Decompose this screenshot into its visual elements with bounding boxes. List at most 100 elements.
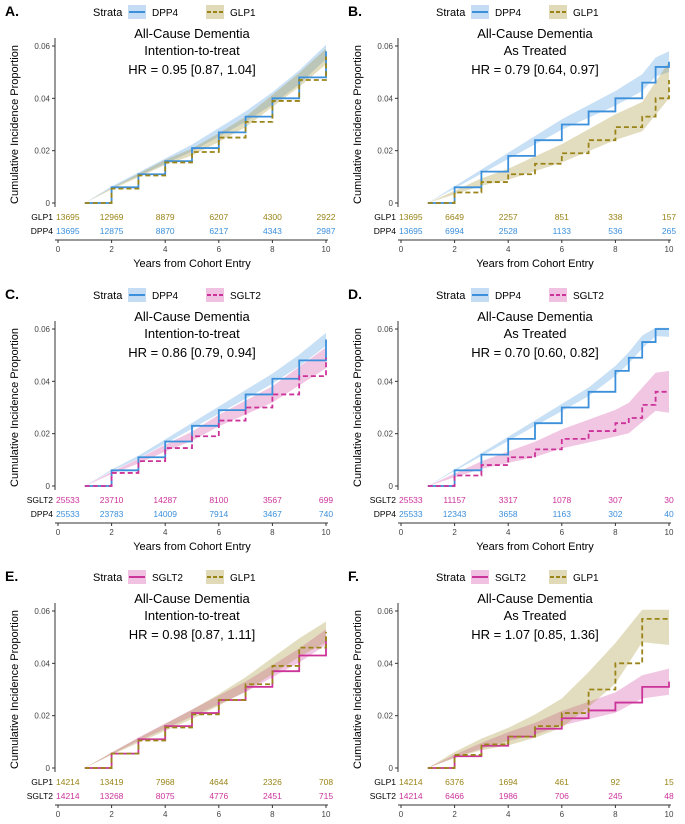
risk-count: 6217 — [209, 226, 228, 236]
y-tick-label: 0 — [46, 199, 51, 208]
risk-count: 13695 — [399, 226, 423, 236]
series-line-glp1 — [427, 617, 669, 769]
legend-title: Strata — [436, 572, 466, 584]
risk-row-label: SGLT2 — [27, 791, 54, 801]
chart-title: All-Cause Dementia — [477, 591, 593, 606]
series-line-glp1 — [84, 631, 327, 769]
risk-count: 2326 — [263, 777, 282, 787]
legend-entry: SGLT2 — [573, 291, 604, 302]
risk-count: 14214 — [399, 791, 423, 801]
x-tick-label: 0 — [56, 245, 61, 254]
risk-count: 6207 — [209, 212, 228, 222]
x-tick-label: 0 — [56, 810, 61, 819]
risk-count: 25533 — [56, 495, 80, 505]
y-tick-label: 0.02 — [377, 147, 393, 156]
y-tick-label: 0.06 — [34, 607, 50, 616]
risk-count: 1986 — [499, 791, 518, 801]
risk-count: 6466 — [445, 791, 464, 801]
ci-band-glp1 — [84, 621, 326, 768]
hazard-ratio: HR = 0.86 [0.79, 0.94] — [128, 345, 256, 360]
ci-band-dpp4 — [427, 327, 669, 486]
y-axis-label: Cumulative Incidence Proportion — [9, 610, 21, 769]
risk-count: 3658 — [499, 509, 518, 519]
chart-subtitle: Intention-to-treat — [144, 326, 240, 341]
x-tick-label: 8 — [613, 528, 618, 537]
risk-count: 14287 — [153, 495, 177, 505]
risk-count: 6994 — [445, 226, 464, 236]
ci-band-glp1 — [427, 609, 669, 768]
risk-row-label: SGLT2 — [27, 495, 54, 505]
legend-entry: GLP1 — [573, 573, 599, 584]
risk-row-label: DPP4 — [31, 509, 53, 519]
risk-count: 14009 — [153, 509, 177, 519]
risk-count: 536 — [608, 226, 622, 236]
chart-title: All-Cause Dementia — [134, 309, 250, 324]
legend-entry: DPP4 — [495, 8, 522, 19]
risk-count: 706 — [555, 791, 569, 801]
ci-band-sglt2 — [427, 668, 669, 768]
panel-d: D. Strata DPP4 SGLT2 All-Cause Dementia As Tr… — [348, 286, 674, 553]
risk-count: 23710 — [100, 495, 124, 505]
legend-entry: GLP1 — [230, 8, 256, 19]
y-tick-label: 0.02 — [34, 430, 50, 439]
x-tick-label: 6 — [560, 810, 565, 819]
panel-label: E. — [5, 568, 18, 584]
y-tick-label: 0.02 — [34, 712, 50, 721]
risk-count: 14214 — [56, 791, 80, 801]
series-line-sglt2 — [84, 357, 327, 487]
risk-count: 25533 — [399, 509, 423, 519]
chart-subtitle: As Treated — [504, 326, 567, 341]
y-axis-label: Cumulative Incidence Proportion — [352, 45, 364, 204]
risk-count: 12969 — [100, 212, 124, 222]
y-axis-label: Cumulative Incidence Proportion — [352, 328, 364, 487]
y-tick-label: 0 — [389, 764, 394, 773]
risk-count: 2528 — [499, 226, 518, 236]
y-axis-label: Cumulative Incidence Proportion — [9, 328, 21, 487]
x-tick-label: 6 — [560, 245, 565, 254]
risk-count: 8870 — [156, 226, 175, 236]
risk-count: 245 — [608, 791, 622, 801]
panel-label: A. — [5, 3, 19, 19]
risk-row-label: SGLT2 — [370, 495, 397, 505]
risk-row-label: GLP1 — [374, 777, 396, 787]
hazard-ratio: HR = 0.98 [0.87, 1.11] — [129, 627, 256, 642]
y-tick-label: 0.04 — [34, 659, 50, 668]
x-tick-label: 8 — [613, 810, 618, 819]
risk-count: 11157 — [443, 495, 466, 505]
legend-title: Strata — [93, 290, 123, 302]
risk-count: 6649 — [445, 212, 464, 222]
risk-row-label: GLP1 — [31, 212, 53, 222]
x-tick-label: 4 — [506, 528, 511, 537]
legend-entry: SGLT2 — [152, 573, 183, 584]
x-tick-label: 10 — [322, 528, 331, 537]
x-axis-label: Years from Cohort Entry — [133, 541, 251, 553]
risk-count: 3317 — [499, 495, 518, 505]
risk-count: 14214 — [399, 777, 423, 787]
panel-f: F. Strata SGLT2 GLP1 All-Cause Dementia As Tr… — [348, 568, 674, 824]
series-line-sglt2 — [427, 390, 669, 487]
risk-count: 699 — [319, 495, 333, 505]
legend-title: Strata — [436, 7, 466, 19]
y-tick-label: 0.06 — [34, 325, 50, 334]
risk-count: 2451 — [263, 791, 282, 801]
risk-count: 13695 — [56, 226, 80, 236]
risk-count: 8100 — [209, 495, 228, 505]
risk-count: 4776 — [209, 791, 228, 801]
risk-count: 25533 — [399, 495, 423, 505]
risk-count: 8075 — [156, 791, 175, 801]
risk-count: 1163 — [553, 509, 572, 519]
x-tick-label: 10 — [322, 810, 331, 819]
risk-count: 4343 — [263, 226, 282, 236]
x-tick-label: 6 — [217, 528, 222, 537]
risk-count: 23783 — [100, 509, 124, 519]
x-tick-label: 8 — [270, 245, 275, 254]
risk-count: 3467 — [263, 509, 282, 519]
panel-b: B. Strata DPP4 GLP1 All-Cause Dementia As Tre… — [348, 3, 676, 270]
risk-count: 4300 — [263, 212, 282, 222]
risk-count: 1078 — [552, 495, 571, 505]
risk-count: 7914 — [209, 509, 228, 519]
y-axis-label: Cumulative Incidence Proportion — [9, 45, 21, 204]
panel-label: C. — [5, 286, 19, 302]
x-tick-label: 6 — [217, 245, 222, 254]
